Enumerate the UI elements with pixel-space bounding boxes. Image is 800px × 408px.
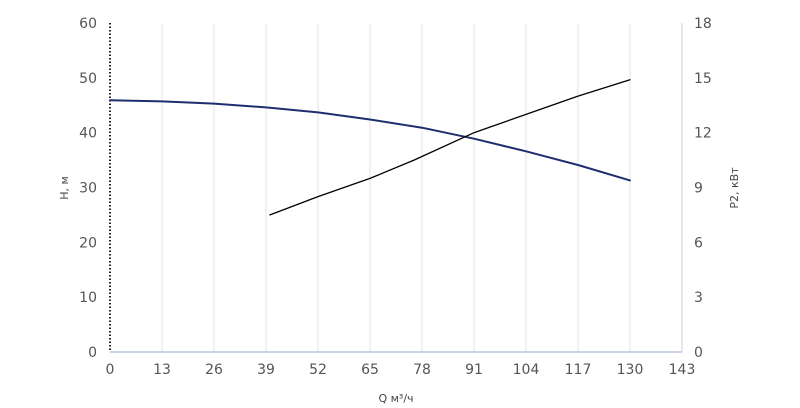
y-left-tick-label: 50 (79, 71, 97, 87)
y-left-tick-label: 60 (79, 16, 97, 32)
x-tick-label: 143 (669, 362, 696, 378)
x-tick-label: 104 (513, 362, 540, 378)
x-tick-label: 78 (413, 362, 431, 378)
y-left-tick-label: 40 (79, 126, 97, 142)
x-tick-label: 13 (153, 362, 171, 378)
y-right-tick-label: 15 (694, 71, 712, 87)
x-axis-title: Q м³/ч (378, 392, 413, 405)
y-right-tick-label: 3 (694, 290, 703, 306)
y-right-tick-label: 9 (694, 181, 703, 197)
x-tick-label: 91 (465, 362, 483, 378)
axes (109, 23, 683, 353)
head-curve-line (109, 99, 631, 182)
y-right-tick-label: 0 (694, 345, 703, 361)
y-right-tick-label: 18 (694, 16, 712, 32)
y-right-tick-label: 12 (694, 126, 712, 142)
y-left-tick-label: 30 (79, 181, 97, 197)
x-tick-label: 130 (617, 362, 644, 378)
y-axis-left-title: H, м (58, 176, 71, 200)
power-curve-line (269, 79, 631, 216)
y-left-tick-label: 20 (79, 235, 97, 251)
y-axis-right-title: P2, кВт (728, 167, 741, 209)
x-tick-label: 39 (257, 362, 275, 378)
series-lines (109, 79, 631, 216)
y-left-tick-label: 10 (79, 290, 97, 306)
tick-labels: 0 13 26 39 52 65 78 91 104 117 130 1430102030405060… (79, 16, 712, 378)
y-right-tick-label: 6 (694, 235, 703, 251)
x-tick-label: 0 (106, 362, 115, 378)
x-tick-label: 117 (565, 362, 592, 378)
y-left-tick-label: 0 (88, 345, 97, 361)
grid-lines (161, 23, 683, 352)
x-tick-label: 65 (361, 362, 379, 378)
x-tick-label: 26 (205, 362, 223, 378)
x-tick-label: 52 (309, 362, 327, 378)
